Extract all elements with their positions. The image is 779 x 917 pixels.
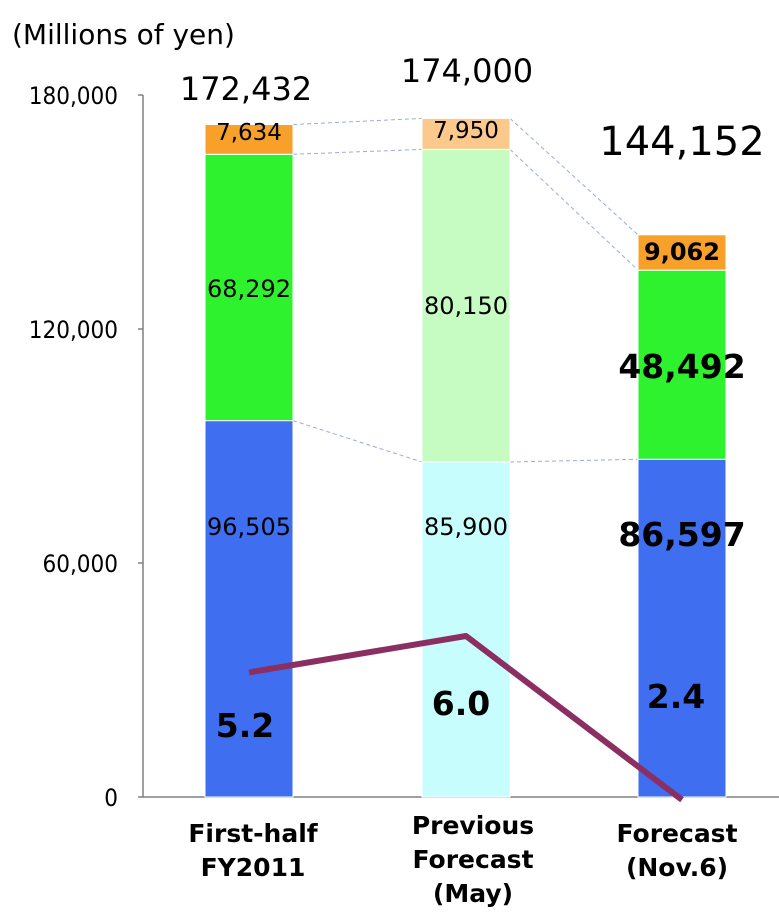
total-label: 144,152	[599, 119, 764, 165]
category-label: First-half FY2011	[188, 819, 318, 882]
bar-segment	[204, 420, 294, 798]
ratio-line	[248, 633, 684, 803]
y-tick-label: 180,000	[29, 82, 118, 110]
y-tick-label: 60,000	[42, 550, 118, 578]
connector-lines	[292, 117, 639, 463]
category-label: Previous Forecast (May)	[412, 811, 534, 908]
connector-line	[509, 458, 639, 463]
ratio-line-layer	[248, 633, 684, 803]
connector-line	[292, 148, 423, 155]
category-label: Forecast (Nov.6)	[616, 819, 737, 882]
bar-value-label: 96,505	[207, 513, 291, 541]
bars	[204, 117, 727, 798]
total-label: 172,432	[180, 70, 312, 108]
ratio-line-label: 6.0	[432, 684, 490, 723]
bar-segment	[637, 269, 727, 460]
connector-line	[509, 149, 639, 271]
bar-segment	[637, 234, 727, 271]
connector-line	[292, 420, 423, 463]
ratio-line-label: 2.4	[647, 677, 705, 716]
bar-value-label: 80,150	[424, 292, 508, 320]
total-label: 174,000	[401, 52, 533, 90]
bar-segment	[421, 148, 511, 463]
bar-value-label: 48,492	[618, 347, 745, 386]
labels: 96,505 85,900 86,597 68,292 80,150 48,492 7,63…	[180, 52, 765, 908]
bar-value-label: 86,597	[618, 515, 745, 554]
bar-value-label: 68,292	[207, 275, 291, 303]
connector-line	[509, 118, 639, 236]
bar-value-label: 7,950	[433, 118, 499, 144]
bar-segment	[421, 461, 511, 798]
ratio-line-label: 5.2	[216, 706, 274, 745]
bar-segment	[421, 117, 511, 150]
bar-value-label: 85,900	[424, 513, 508, 541]
y-tick-label: 0	[104, 784, 118, 812]
bar-segment	[637, 458, 727, 798]
bar-segment	[204, 124, 294, 155]
connector-line	[292, 117, 423, 126]
bar-value-label: 9,062	[644, 238, 720, 266]
unit-label: (Millions of yen)	[12, 18, 235, 51]
bar-segment	[204, 153, 294, 422]
y-tick-label: 120,000	[29, 316, 118, 344]
bar-value-label: 7,634	[216, 120, 282, 146]
